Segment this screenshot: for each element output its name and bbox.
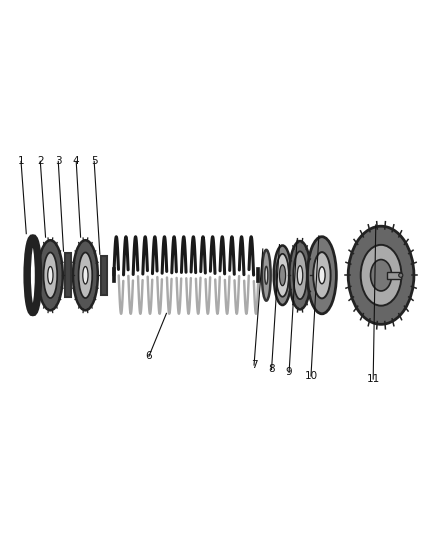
Ellipse shape (360, 245, 401, 305)
Text: 4: 4 (73, 156, 80, 166)
Text: 9: 9 (286, 367, 293, 377)
Text: 8: 8 (268, 365, 275, 374)
Text: 6: 6 (145, 351, 152, 361)
Ellipse shape (399, 273, 403, 277)
Text: 3: 3 (55, 156, 62, 166)
Ellipse shape (313, 252, 331, 298)
Ellipse shape (307, 237, 336, 314)
Ellipse shape (73, 240, 98, 310)
Text: 10: 10 (304, 371, 318, 381)
Bar (387, 272, 401, 279)
Text: 7: 7 (251, 360, 258, 370)
Ellipse shape (293, 252, 307, 299)
Ellipse shape (297, 265, 303, 285)
Ellipse shape (78, 253, 92, 298)
Ellipse shape (48, 266, 53, 284)
Ellipse shape (262, 250, 271, 301)
Text: 2: 2 (37, 156, 44, 166)
Bar (101, 255, 107, 295)
Bar (65, 253, 71, 297)
Ellipse shape (276, 254, 289, 297)
Text: 11: 11 (367, 374, 380, 384)
Ellipse shape (274, 246, 291, 305)
Ellipse shape (265, 266, 268, 284)
Ellipse shape (348, 226, 414, 324)
Ellipse shape (38, 240, 63, 310)
Ellipse shape (289, 241, 311, 310)
Ellipse shape (279, 265, 286, 286)
Ellipse shape (319, 267, 325, 284)
Ellipse shape (83, 266, 88, 284)
Text: 1: 1 (18, 156, 25, 166)
Text: 5: 5 (91, 156, 98, 166)
Ellipse shape (43, 253, 57, 298)
Ellipse shape (371, 260, 392, 291)
